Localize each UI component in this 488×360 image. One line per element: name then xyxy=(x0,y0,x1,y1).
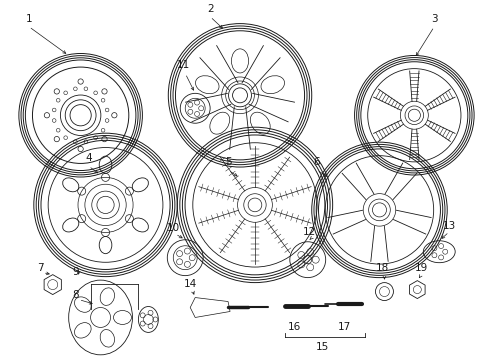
Text: 11: 11 xyxy=(176,60,189,71)
Text: 17: 17 xyxy=(337,323,350,332)
Text: 16: 16 xyxy=(287,323,301,332)
Text: 7: 7 xyxy=(38,263,44,273)
Text: 8: 8 xyxy=(72,289,79,300)
Text: 6: 6 xyxy=(313,157,319,167)
Text: 5: 5 xyxy=(224,157,231,167)
Text: 1: 1 xyxy=(25,14,32,24)
Text: 15: 15 xyxy=(315,342,328,352)
Text: 9: 9 xyxy=(72,267,79,276)
Text: 12: 12 xyxy=(303,227,316,237)
Text: 2: 2 xyxy=(206,4,213,14)
Text: 14: 14 xyxy=(183,279,197,289)
Text: 3: 3 xyxy=(430,14,437,24)
Text: 18: 18 xyxy=(375,263,388,273)
Text: 13: 13 xyxy=(442,221,455,231)
Text: 10: 10 xyxy=(166,223,180,233)
Text: 4: 4 xyxy=(85,153,92,163)
Text: 19: 19 xyxy=(414,263,427,273)
